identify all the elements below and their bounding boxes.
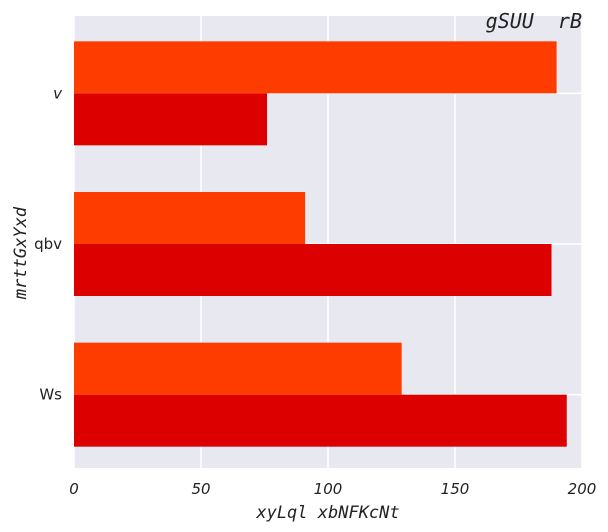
x-tick-label: 200 <box>568 480 597 498</box>
x-tick-label: 150 <box>441 480 470 498</box>
bars <box>74 41 567 447</box>
bar <box>74 342 402 395</box>
y-tick-label: v <box>53 84 63 102</box>
bar <box>74 192 306 244</box>
x-tick-label: 50 <box>191 480 210 498</box>
y-axis-label: mrttGxYxd <box>11 206 31 300</box>
x-axis-label: xyLql xbNFKcNt <box>255 503 399 523</box>
bar <box>74 93 268 146</box>
y-tick-label: qbv <box>34 235 62 253</box>
bar <box>74 394 567 447</box>
y-tick-label: Ws <box>39 386 62 404</box>
bar <box>74 41 557 94</box>
x-tick-label: 0 <box>69 480 79 498</box>
y-tick-labels: v qbv Ws <box>34 84 63 403</box>
chart-title: gSUU rB <box>486 9 582 33</box>
x-tick-label: 100 <box>314 480 343 498</box>
x-tick-labels: 0 50 100 150 200 <box>69 480 596 498</box>
bar <box>74 244 552 296</box>
